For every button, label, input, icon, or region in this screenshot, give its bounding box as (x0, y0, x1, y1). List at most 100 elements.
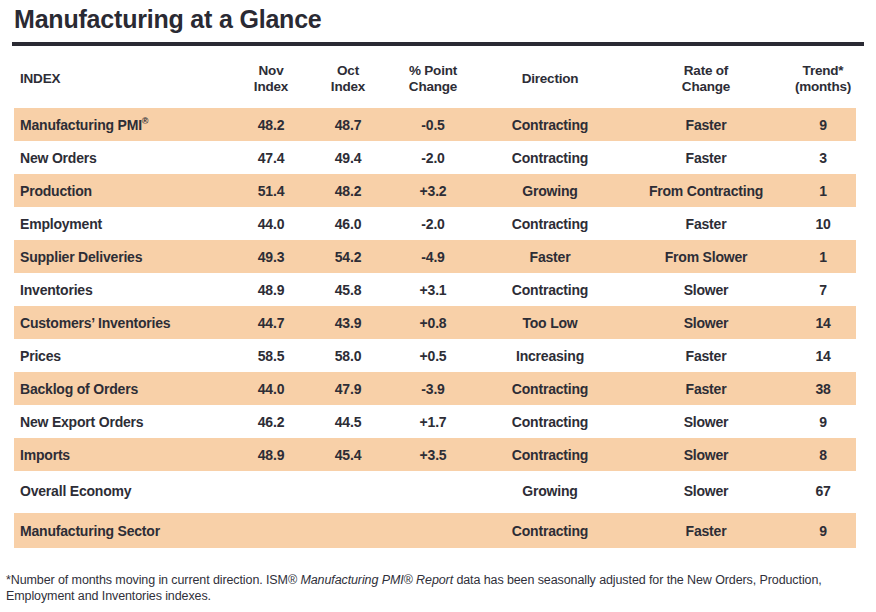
cell-index: Imports (14, 447, 234, 463)
cell-nov: 44.0 (234, 381, 308, 397)
cell-direction: Contracting (478, 381, 622, 397)
column-header-rate-of-change: Rate ofChange (622, 63, 790, 95)
cell-index: New Export Orders (14, 414, 234, 430)
table-row-imports: Imports 48.9 45.4 +3.5 Contracting Slowe… (14, 438, 856, 471)
manufacturing-table: INDEX NovIndex OctIndex % PointChange Di… (14, 50, 856, 548)
cell-trend: 8 (790, 447, 856, 463)
cell-trend: 38 (790, 381, 856, 397)
cell-change: +3.1 (388, 282, 478, 298)
table-header-row: INDEX NovIndex OctIndex % PointChange Di… (14, 50, 856, 108)
cell-rate: Faster (622, 117, 790, 133)
table-row-supplier-deliveries: Supplier Deliveries 49.3 54.2 -4.9 Faste… (14, 240, 856, 273)
cell-nov: 44.0 (234, 216, 308, 232)
cell-trend: 67 (790, 483, 856, 499)
cell-nov: 48.9 (234, 447, 308, 463)
cell-index: Employment (14, 216, 234, 232)
cell-rate: Faster (622, 150, 790, 166)
footnote-text-pre: *Number of months moving in current dire… (6, 573, 300, 587)
cell-index: Overall Economy (14, 483, 234, 499)
cell-oct: 43.9 (308, 315, 388, 331)
cell-index: Manufacturing Sector (14, 523, 234, 539)
cell-index: Inventories (14, 282, 234, 298)
cell-oct: 49.4 (308, 150, 388, 166)
footnote-text-italic: Manufacturing PMI® Report (300, 573, 453, 587)
cell-trend: 14 (790, 315, 856, 331)
cell-change: +1.7 (388, 414, 478, 430)
cell-change: +3.5 (388, 447, 478, 463)
cell-change: +3.2 (388, 183, 478, 199)
cell-direction: Contracting (478, 282, 622, 298)
column-header-nov-index: NovIndex (234, 63, 308, 95)
cell-change: -2.0 (388, 150, 478, 166)
cell-oct: 58.0 (308, 348, 388, 364)
title-divider (12, 42, 864, 46)
cell-change: +0.8 (388, 315, 478, 331)
cell-direction: Growing (478, 183, 622, 199)
cell-direction: Too Low (478, 315, 622, 331)
table-row-overall-economy: Overall Economy Growing Slower 67 (14, 471, 856, 511)
cell-direction: Growing (478, 483, 622, 499)
cell-oct: 44.5 (308, 414, 388, 430)
cell-oct: 45.8 (308, 282, 388, 298)
cell-rate: From Slower (622, 249, 790, 265)
cell-nov: 44.7 (234, 315, 308, 331)
table-row-new-export-orders: New Export Orders 46.2 44.5 +1.7 Contrac… (14, 405, 856, 438)
table-row-employment: Employment 44.0 46.0 -2.0 Contracting Fa… (14, 207, 856, 240)
cell-change: -0.5 (388, 117, 478, 133)
cell-change: +0.5 (388, 348, 478, 364)
cell-rate: Faster (622, 348, 790, 364)
manufacturing-at-a-glance-page: Manufacturing at a Glance INDEX NovIndex… (0, 0, 876, 612)
cell-index: Supplier Deliveries (14, 249, 234, 265)
cell-trend: 1 (790, 183, 856, 199)
cell-nov: 51.4 (234, 183, 308, 199)
cell-direction: Contracting (478, 117, 622, 133)
cell-index: New Orders (14, 150, 234, 166)
cell-trend: 3 (790, 150, 856, 166)
table-row-prices: Prices 58.5 58.0 +0.5 Increasing Faster … (14, 339, 856, 372)
registered-mark: ® (142, 116, 148, 126)
column-header-point-change: % PointChange (388, 63, 478, 95)
cell-trend: 9 (790, 523, 856, 539)
cell-direction: Contracting (478, 216, 622, 232)
cell-rate: Slower (622, 483, 790, 499)
table-row-new-orders: New Orders 47.4 49.4 -2.0 Contracting Fa… (14, 141, 856, 174)
cell-rate: From Contracting (622, 183, 790, 199)
cell-index: Production (14, 183, 234, 199)
column-header-direction: Direction (478, 71, 622, 87)
cell-oct: 54.2 (308, 249, 388, 265)
table-row-manufacturing-pmi: Manufacturing PMI® 48.2 48.7 -0.5 Contra… (14, 108, 856, 141)
cell-change: -2.0 (388, 216, 478, 232)
cell-nov: 48.9 (234, 282, 308, 298)
cell-oct: 45.4 (308, 447, 388, 463)
cell-rate: Slower (622, 282, 790, 298)
cell-nov: 49.3 (234, 249, 308, 265)
cell-trend: 9 (790, 117, 856, 133)
cell-direction: Contracting (478, 150, 622, 166)
cell-change: -4.9 (388, 249, 478, 265)
table-row-manufacturing-sector: Manufacturing Sector Contracting Faster … (14, 513, 856, 548)
column-header-trend: Trend*(months) (790, 63, 856, 95)
cell-index: Manufacturing PMI® (14, 116, 234, 133)
cell-rate: Faster (622, 216, 790, 232)
cell-oct: 48.7 (308, 117, 388, 133)
cell-trend: 10 (790, 216, 856, 232)
cell-direction: Contracting (478, 414, 622, 430)
cell-rate: Slower (622, 414, 790, 430)
cell-direction: Contracting (478, 447, 622, 463)
footnote: *Number of months moving in current dire… (6, 572, 866, 604)
cell-direction: Increasing (478, 348, 622, 364)
cell-oct: 46.0 (308, 216, 388, 232)
cell-index: Customers’ Inventories (14, 315, 234, 331)
cell-rate: Slower (622, 447, 790, 463)
cell-trend: 14 (790, 348, 856, 364)
cell-nov: 48.2 (234, 117, 308, 133)
page-title: Manufacturing at a Glance (14, 5, 322, 34)
table-row-inventories: Inventories 48.9 45.8 +3.1 Contracting S… (14, 273, 856, 306)
cell-oct: 47.9 (308, 381, 388, 397)
cell-trend: 7 (790, 282, 856, 298)
cell-index: Prices (14, 348, 234, 364)
cell-rate: Faster (622, 381, 790, 397)
cell-nov: 58.5 (234, 348, 308, 364)
table-row-customers-inventories: Customers’ Inventories 44.7 43.9 +0.8 To… (14, 306, 856, 339)
cell-direction: Faster (478, 249, 622, 265)
